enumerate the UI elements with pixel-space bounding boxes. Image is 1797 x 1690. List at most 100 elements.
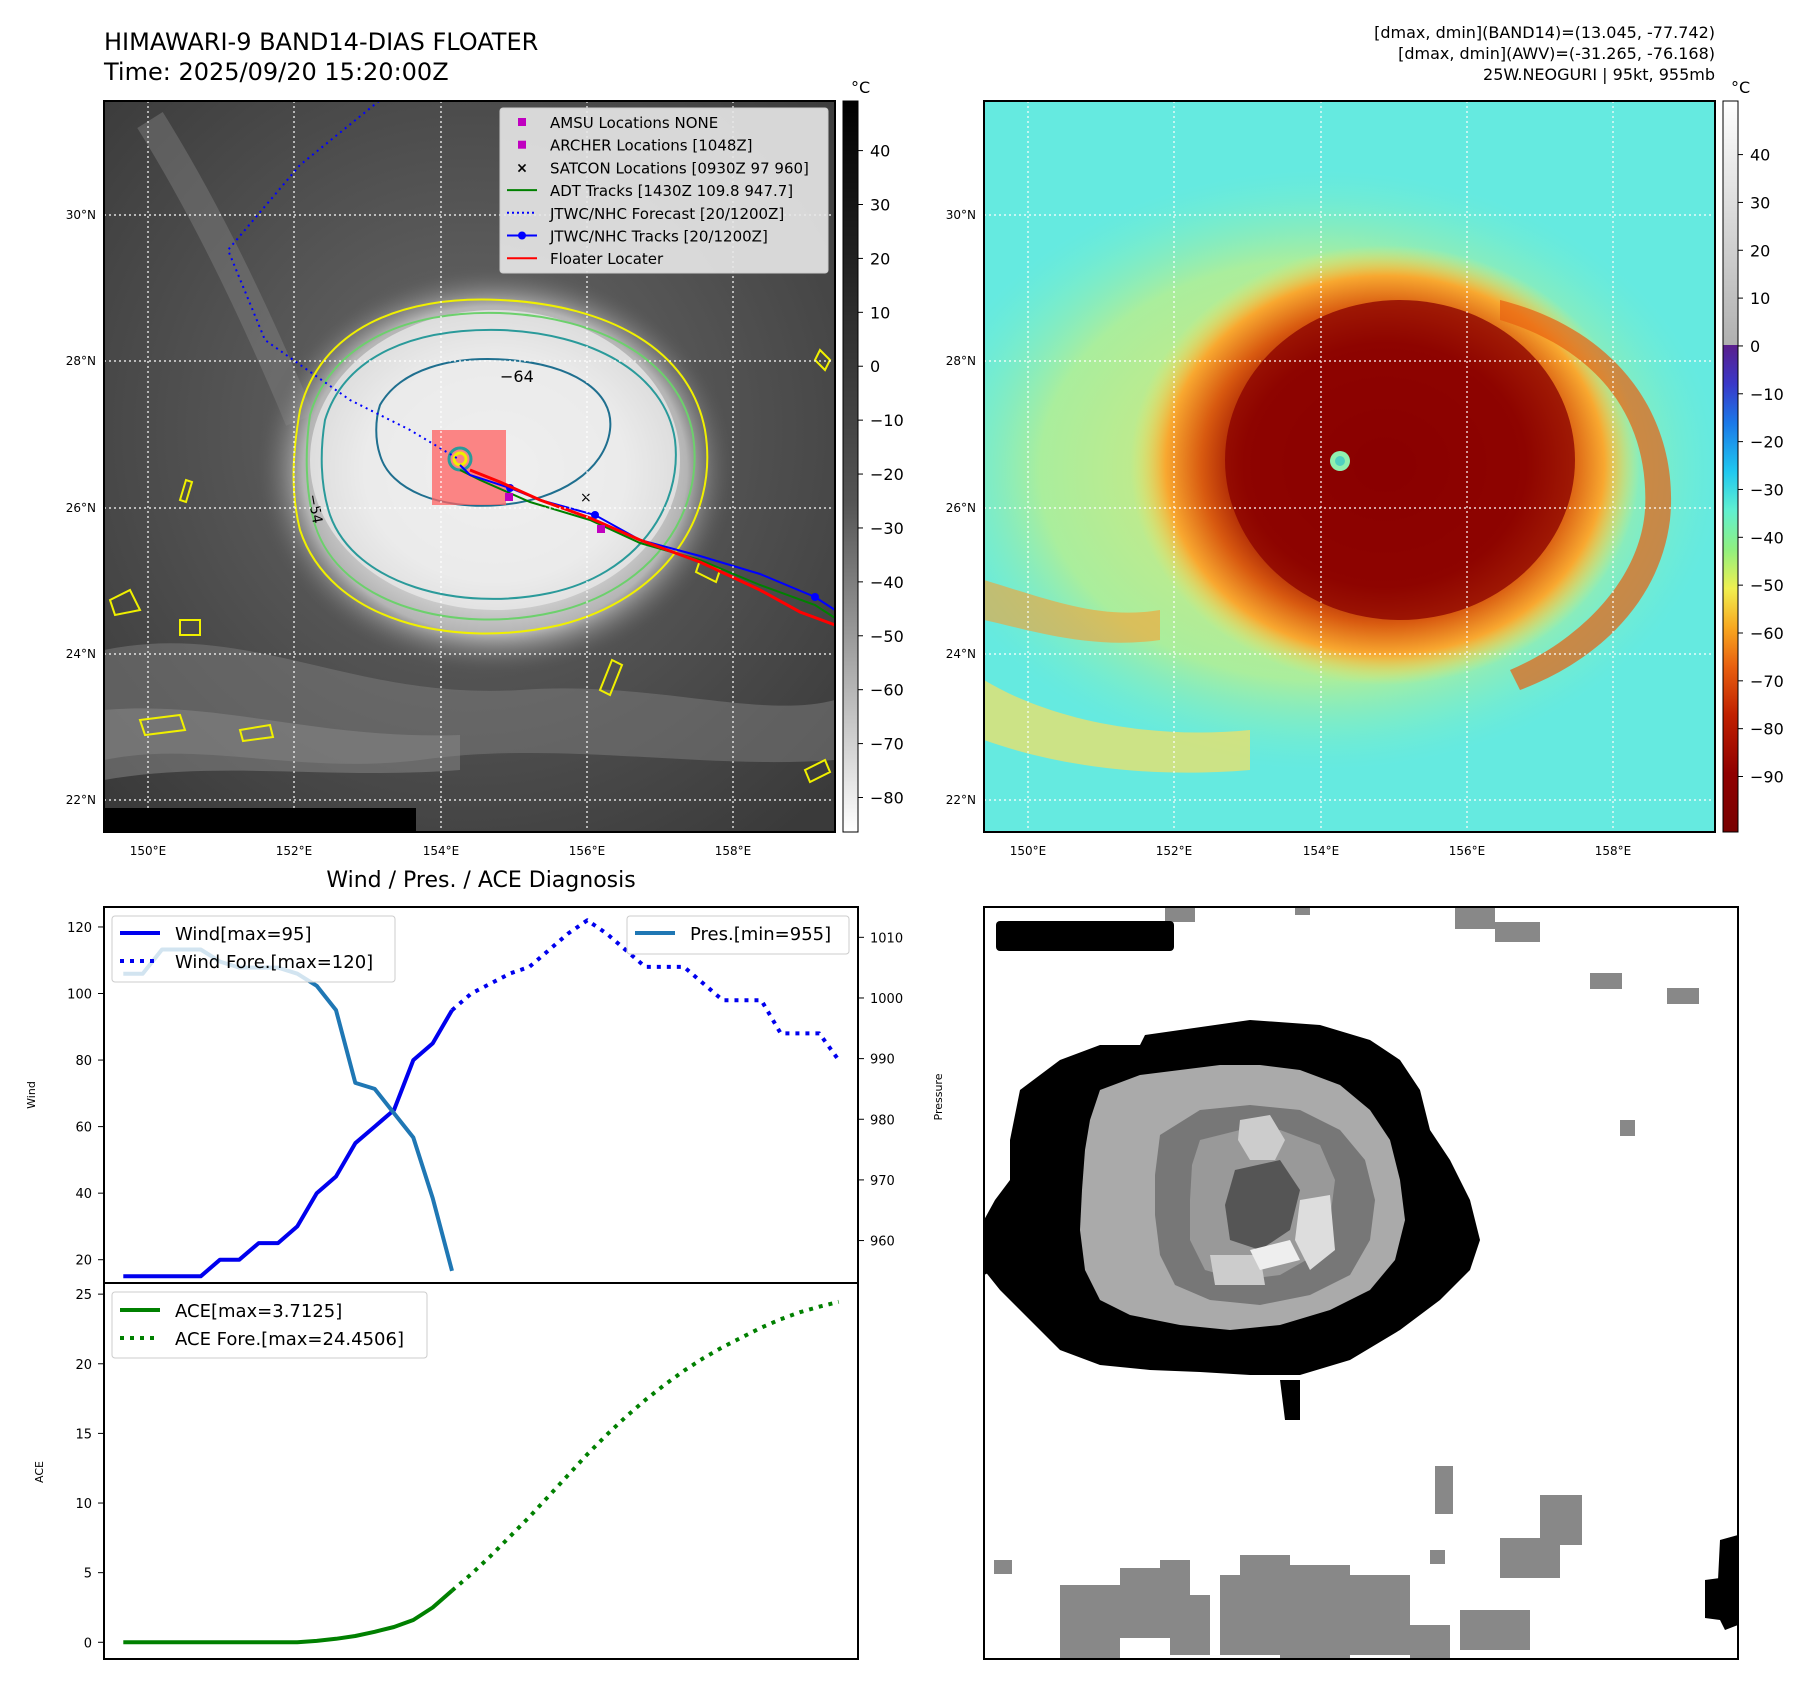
y-tick-label: 970 — [870, 1174, 895, 1189]
colorbar-tick-label: 30 — [1750, 193, 1770, 212]
wind-legend: Wind[max=95] Wind Fore.[max=120] — [111, 915, 396, 983]
lon-tick-label: 150°E — [1010, 844, 1047, 858]
ace-lines — [123, 1299, 840, 1645]
pres-yticks: 960 970 980 990 1000 1010 — [858, 931, 903, 1250]
colorbar-tick-label: −70 — [1750, 672, 1784, 691]
ir-map-panel: −64 −54 × — [66, 100, 836, 858]
svg-text:×: × — [580, 490, 592, 506]
y-tick-label: 1000 — [870, 992, 903, 1007]
lat-tick-label: 28°N — [946, 354, 976, 368]
pressure-axis-label: Pressure — [932, 1073, 945, 1120]
colorbar-tick-label: −80 — [1750, 720, 1784, 739]
awv-colorbar-unit: °C — [1731, 78, 1750, 97]
wmg-image — [984, 907, 1738, 1659]
wmg-panel: WMG Count: 8 — [983, 906, 1739, 1660]
colorbar-tick-label: 10 — [870, 303, 890, 322]
pres-legend: Pres.[min=955] — [626, 915, 850, 955]
lat-tick-label: 26°N — [66, 501, 96, 515]
colorbar-tick-label: −20 — [870, 465, 904, 484]
lat-tick-label: 30°N — [946, 208, 976, 222]
series-line — [123, 1589, 454, 1645]
y-tick-label: 80 — [75, 1054, 92, 1069]
y-tick-label: 120 — [67, 921, 92, 936]
lon-tick-label: 158°E — [1595, 844, 1632, 858]
ace-yticks: 0 5 10 15 20 25 — [75, 1288, 104, 1651]
y-tick-label: 1010 — [870, 931, 903, 946]
colorbar-tick-label: −10 — [870, 411, 904, 430]
colorbar-tick-label: −50 — [1750, 576, 1784, 595]
colorbar-tick-label: 30 — [870, 196, 890, 215]
ir-legend: AMSU Locations NONE ARCHER Locations [104… — [499, 107, 829, 274]
legend-ace: ACE[max=3.7125] — [175, 1301, 342, 1322]
legend-label: AMSU Locations NONE — [550, 114, 718, 132]
colorbar-tick-label: −10 — [1750, 385, 1784, 404]
series-line — [450, 918, 841, 1062]
y-tick-label: 40 — [75, 1187, 92, 1202]
y-tick-label: 5 — [84, 1567, 92, 1582]
ir-lon-labels: 150°E 152°E 154°E 156°E 158°E — [130, 844, 752, 858]
y-tick-label: 100 — [67, 988, 92, 1003]
legend-label: SATCON Locations [0930Z 97 960] — [550, 159, 809, 177]
lon-tick-label: 154°E — [423, 844, 460, 858]
y-tick-label: 20 — [75, 1358, 92, 1373]
ace-axes: ACE 0 5 10 15 20 25 ACE[max=3.7125] ACE Fore.… — [33, 1282, 859, 1660]
wmg-count: WMG Count: 8 — [1004, 926, 1157, 948]
lon-tick-label: 156°E — [1449, 844, 1486, 858]
y-tick-label: 990 — [870, 1053, 895, 1068]
legend-wind-fore: Wind Fore.[max=120] — [175, 952, 373, 973]
wind-lines — [123, 918, 841, 1279]
awv-lon-labels: 150°E 152°E 154°E 156°E 158°E — [1010, 844, 1632, 858]
colorbar-tick-label: −30 — [1750, 480, 1784, 499]
colorbar-tick-label: 40 — [1750, 146, 1770, 165]
awv-colorbar: °C 40 30 20 10 0 −10 −20 −30 −40 −50 −60 −70 −80 −90 — [1722, 78, 1784, 833]
colorbar-tick-label: −90 — [1750, 768, 1784, 787]
colorbar-tick-label: −50 — [870, 627, 904, 646]
colorbar-tick-label: −60 — [1750, 624, 1784, 643]
lat-tick-label: 30°N — [66, 208, 96, 222]
legend-label: Floater Locater — [550, 250, 664, 268]
colorbar-tick-label: 10 — [1750, 289, 1770, 308]
awv-gridlines — [984, 101, 1715, 832]
lon-tick-label: 152°E — [1156, 844, 1193, 858]
y-tick-label: 15 — [75, 1427, 92, 1442]
ir-lat-labels: 30°N 28°N 26°N 24°N 22°N — [66, 208, 96, 807]
legend-label: ADT Tracks [1430Z 109.8 947.7] — [550, 182, 793, 200]
y-tick-label: 20 — [75, 1254, 92, 1269]
ir-colorbar-unit: °C — [851, 78, 870, 97]
lat-tick-label: 24°N — [946, 647, 976, 661]
title-line-2: Time: 2025/09/20 15:20:00Z — [103, 58, 449, 86]
y-tick-label: 25 — [75, 1288, 92, 1303]
legend-label: JTWC/NHC Forecast [20/1200Z] — [549, 205, 784, 223]
ir-gridlines — [104, 101, 835, 832]
ir-colorbar: °C 40 30 20 10 0 −10 −20 −30 −40 −50 −60 −70 −80 — [842, 78, 904, 833]
awv-lat-labels: 30°N 28°N 26°N 24°N 22°N — [946, 208, 976, 807]
lon-tick-label: 158°E — [715, 844, 752, 858]
info-line-3: 25W.NEOGURI | 95kt, 955mb — [1483, 65, 1715, 84]
colorbar-tick-label: −80 — [870, 788, 904, 807]
colorbar-tick-label: 20 — [1750, 241, 1770, 260]
wind-axis-label: Wind — [25, 1081, 38, 1109]
wind-pres-axes: Wind Pressure 20 40 60 80 100 120 960 970 980 99… — [25, 906, 945, 1284]
lat-tick-label: 22°N — [946, 793, 976, 807]
colorbar-tick-label: 20 — [870, 249, 890, 268]
lat-tick-label: 24°N — [66, 647, 96, 661]
lon-tick-label: 156°E — [569, 844, 606, 858]
ace-axis-label: ACE — [33, 1461, 46, 1483]
lat-tick-label: 28°N — [66, 354, 96, 368]
colorbar-tick-label: −70 — [870, 735, 904, 754]
colorbar-tick-label: 40 — [870, 142, 890, 161]
colorbar-tick-label: −40 — [1750, 528, 1784, 547]
contour-label-54: −54 — [304, 493, 325, 525]
legend-marker-dot — [518, 231, 526, 240]
lon-tick-label: 152°E — [276, 844, 313, 858]
title-line-1: HIMAWARI-9 BAND14-DIAS FLOATER — [104, 28, 538, 56]
wmg-badge — [996, 921, 1174, 951]
legend-ace-fore: ACE Fore.[max=24.4506] — [175, 1329, 404, 1350]
ace-legend: ACE[max=3.7125] ACE Fore.[max=24.4506] — [111, 1291, 428, 1359]
colorbar-tick-label: 0 — [1750, 337, 1760, 356]
colorbar-tick-label: −40 — [870, 573, 904, 592]
awv-map-panel: 150°E 152°E 154°E 156°E 158°E 30°N 28°N 26°N 24… — [946, 100, 1716, 858]
legend-wind: Wind[max=95] — [175, 924, 312, 945]
legend-marker — [518, 118, 526, 126]
